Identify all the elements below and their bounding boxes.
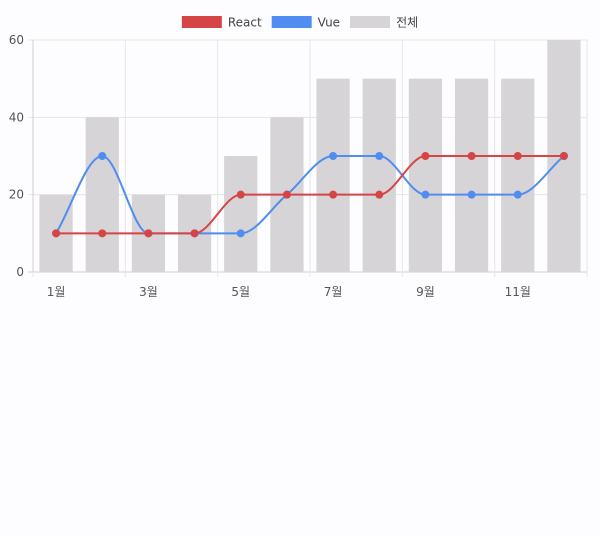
legend-item-vue[interactable]: Vue — [271, 16, 340, 30]
react-data-point[interactable] — [559, 152, 568, 160]
vue-data-point[interactable] — [467, 190, 476, 199]
bar — [316, 78, 350, 273]
react-data-point[interactable] — [375, 190, 384, 199]
vue-data-point[interactable] — [98, 152, 107, 160]
x-tick-label: 1월 — [47, 285, 66, 299]
y-tick-label: 0 — [16, 265, 24, 279]
react-data-point[interactable] — [421, 152, 430, 160]
react-data-point[interactable] — [52, 229, 61, 238]
bar — [362, 78, 396, 273]
vue-data-point[interactable] — [421, 190, 430, 199]
legend-swatch — [271, 16, 312, 28]
bar — [85, 117, 119, 272]
chart-legend: React Vue 전체 — [181, 16, 418, 30]
react-data-point[interactable] — [513, 152, 522, 160]
x-tick-label: 11월 — [505, 285, 531, 299]
bar — [501, 78, 535, 273]
react-data-point[interactable] — [236, 190, 245, 199]
react-data-point[interactable] — [329, 190, 338, 199]
bar — [224, 156, 258, 272]
legend-swatch — [350, 16, 391, 28]
y-tick-label: 60 — [9, 33, 24, 47]
x-tick-label: 3월 — [139, 285, 158, 299]
vue-data-point[interactable] — [375, 152, 384, 160]
tick-labels: 0 20 40 60 1월 3월 5월 7월 9월 11월 — [9, 33, 531, 299]
x-tick-label: 7월 — [324, 285, 343, 299]
bar — [454, 78, 489, 273]
line-series — [52, 152, 568, 238]
x-tick-label: 5월 — [231, 285, 250, 299]
react-data-point[interactable] — [467, 152, 476, 160]
legend-swatch — [181, 16, 222, 28]
vue-data-point[interactable] — [513, 190, 522, 199]
legend-label: React — [228, 16, 262, 30]
legend-label: 전체 — [396, 16, 418, 30]
bar — [408, 78, 443, 273]
x-tick-label: 9월 — [416, 285, 435, 299]
react-data-point[interactable] — [282, 190, 291, 199]
y-tick-label: 20 — [9, 188, 24, 202]
vue-data-point[interactable] — [236, 229, 245, 238]
y-tick-label: 40 — [9, 110, 24, 124]
react-data-point[interactable] — [190, 229, 199, 238]
react-data-point[interactable] — [144, 229, 153, 238]
legend-item-react[interactable]: React — [181, 16, 262, 30]
legend-label: Vue — [318, 16, 340, 30]
legend-item-total[interactable]: 전체 — [350, 16, 418, 30]
vue-data-point[interactable] — [329, 152, 338, 160]
react-data-point[interactable] — [98, 229, 107, 238]
